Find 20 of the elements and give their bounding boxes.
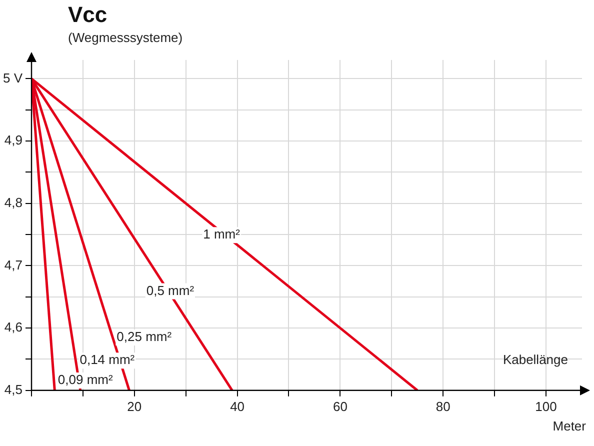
chart-subtitle: (Wegmesssysteme)	[68, 30, 183, 45]
series-label: 0,25 mm²	[116, 329, 172, 344]
series-label: 1 mm²	[203, 226, 241, 242]
x-tick-label: 80	[436, 398, 450, 414]
y-tick-label: 4,6	[4, 320, 23, 335]
y-tick-label: 4,9	[4, 132, 23, 148]
x-tick-label: 100	[535, 398, 557, 414]
annotation: Kabellänge	[502, 352, 568, 367]
x-tick-label: 60	[332, 398, 348, 414]
x-axis-title: Meter	[552, 418, 587, 434]
x-tick-label: 20	[127, 398, 142, 414]
series-label: 0,14 mm²	[80, 352, 136, 368]
y-tick-label: 4,7	[4, 257, 23, 272]
x-tick-label: 40	[230, 398, 245, 414]
y-tick-label: 5 V	[2, 70, 23, 86]
y-tick-label: 4,5	[4, 382, 23, 397]
series-label: 0,5 mm²	[146, 282, 195, 298]
y-tick-label: 4,8	[4, 194, 23, 210]
series-label: 0,09 mm²	[58, 372, 114, 388]
chart-title: Vcc	[68, 2, 108, 28]
